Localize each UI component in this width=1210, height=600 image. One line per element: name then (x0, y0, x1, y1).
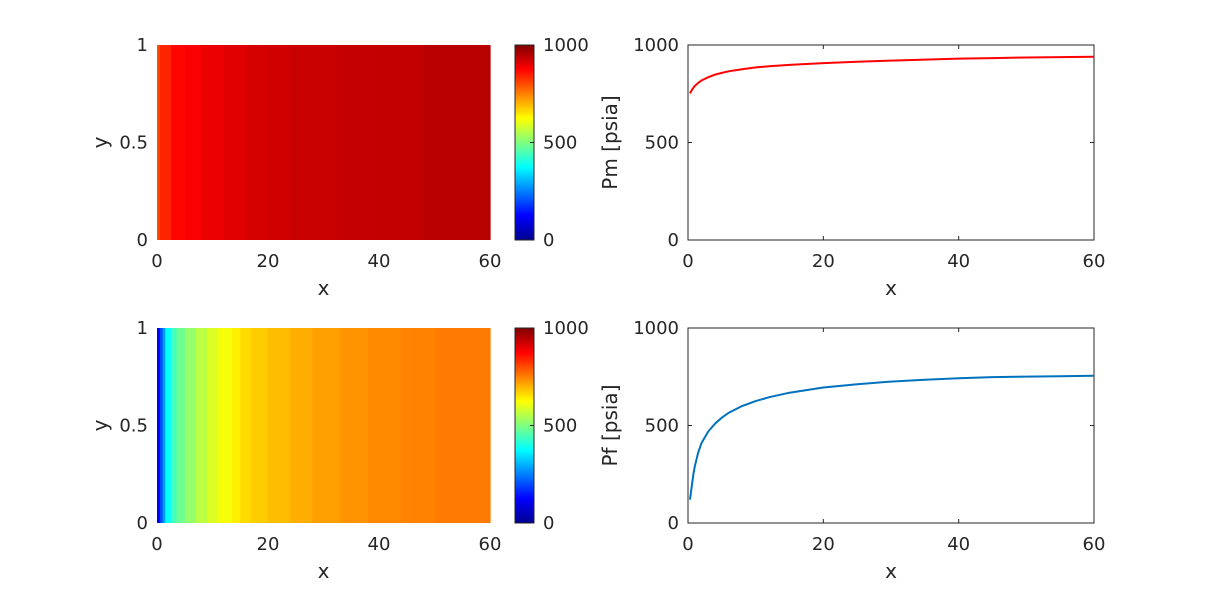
chart-1: 0 500 1000 0 20 40 60 0 0.5 1 x y (88, 35, 589, 300)
x-tick-label: 20 (812, 251, 835, 272)
chart-3: 0 500 1000 0 20 40 60 0 0.5 1 x y (88, 318, 589, 583)
x-axis-label: x (318, 276, 330, 300)
colorbar-tick-label: 500 (543, 133, 577, 154)
colorbar (515, 328, 534, 523)
heatmap-cell-15 (290, 328, 313, 523)
chart-2: 0 20 40 60 0 500 1000 x Pm [psia] (598, 35, 1105, 300)
heatmap-cell-2 (159, 328, 164, 523)
y-tick-label: 0 (137, 513, 148, 534)
heatmap-cell-16 (312, 328, 341, 523)
heatmap-cell-6 (176, 328, 186, 523)
heatmap-cell-1 (157, 45, 161, 240)
y-tick-label: 500 (645, 133, 679, 154)
y-tick-label: 500 (645, 416, 679, 437)
x-tick-label: 60 (1083, 251, 1106, 272)
y-axis-label: y (88, 136, 112, 148)
x-tick-label: 60 (479, 534, 502, 555)
colorbar-tick-label: 0 (543, 513, 554, 534)
x-tick-label: 40 (947, 251, 970, 272)
heatmap-cell-10 (218, 328, 233, 523)
x-tick-label: 0 (151, 251, 162, 272)
heatmap-cell-11 (379, 45, 424, 240)
y-axis-label: Pm [psia] (598, 95, 622, 189)
heatmap-cell-10 (334, 45, 380, 240)
heatmap-cell-6 (223, 45, 247, 240)
x-tick-label: 0 (682, 534, 693, 555)
x-axis-label: x (318, 559, 330, 583)
heatmap-cell-5 (170, 328, 178, 523)
heatmap-cell-3 (170, 45, 186, 240)
heatmap-cell-17 (340, 328, 369, 523)
heatmap-cell-20 (434, 328, 491, 523)
x-tick-label: 20 (257, 534, 280, 555)
x-axis-label: x (885, 559, 897, 583)
colorbar (515, 45, 534, 240)
colorbar-tick-label: 500 (543, 416, 577, 437)
x-tick-label: 20 (812, 534, 835, 555)
heatmap-cell-18 (367, 328, 402, 523)
heatmap-cell-9 (206, 328, 219, 523)
heatmap-cell-8 (195, 328, 208, 523)
axes-frame (687, 327, 1095, 524)
heatmap-cell-2 (159, 45, 172, 240)
series-line (689, 55, 1095, 94)
heatmap-cell-1 (157, 328, 161, 523)
y-tick-label: 1000 (633, 318, 679, 339)
heatmap-cell-12 (423, 45, 491, 240)
heatmap-cell-4 (184, 45, 202, 240)
y-tick-label: 0.5 (119, 416, 148, 437)
x-tick-label: 60 (1083, 534, 1106, 555)
series-line (689, 374, 1095, 500)
x-tick-label: 40 (368, 251, 391, 272)
heatmap-cell-13 (251, 328, 269, 523)
x-tick-label: 40 (368, 534, 391, 555)
heatmap-cell-11 (231, 328, 241, 523)
heatmap-cell-12 (240, 328, 252, 523)
heatmap-cell-7 (184, 328, 197, 523)
y-tick-label: 0.5 (119, 133, 148, 154)
colorbar-tick-label: 1000 (543, 35, 589, 56)
x-tick-label: 40 (947, 534, 970, 555)
y-tick-label: 1 (137, 318, 148, 339)
heatmap-cell-9 (290, 45, 336, 240)
y-tick-label: 1000 (633, 35, 679, 56)
y-tick-label: 1 (137, 35, 148, 56)
x-axis-label: x (885, 276, 897, 300)
y-tick-label: 0 (137, 230, 148, 251)
x-tick-label: 20 (257, 251, 280, 272)
y-tick-label: 0 (668, 513, 679, 534)
chart-4: 0 20 40 60 0 500 1000 x Pf [psia] (598, 318, 1105, 583)
heatmap-cell-14 (268, 328, 291, 523)
y-axis-label: Pf [psia] (598, 385, 622, 467)
heatmap-cell-7 (245, 45, 269, 240)
colorbar-tick-label: 0 (543, 230, 554, 251)
axes-frame (687, 44, 1095, 241)
heatmap-cell-8 (268, 45, 291, 240)
x-tick-label: 60 (479, 251, 502, 272)
colorbar-tick-label: 1000 (543, 318, 589, 339)
y-tick-label: 0 (668, 230, 679, 251)
heatmap-cell-19 (401, 328, 436, 523)
x-tick-label: 0 (682, 251, 693, 272)
heatmap-cell-5 (201, 45, 225, 240)
y-axis-label: y (88, 419, 112, 431)
x-tick-label: 0 (151, 534, 162, 555)
heatmap-cell-4 (165, 328, 172, 523)
heatmap-cell-3 (162, 328, 166, 523)
